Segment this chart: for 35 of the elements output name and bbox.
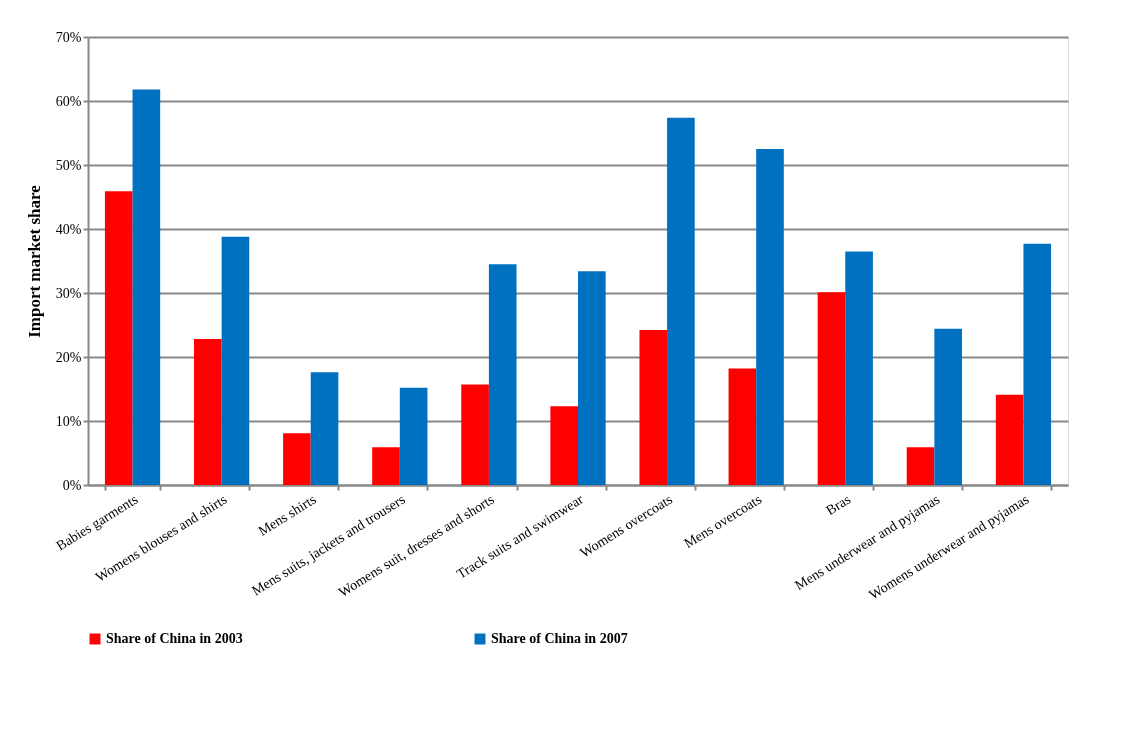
y-tick-label: 0%	[62, 477, 82, 493]
y-tick-label: 30%	[55, 285, 82, 301]
bar	[845, 251, 873, 485]
x-tick-label: Mens shirts	[255, 491, 319, 539]
bar	[756, 149, 784, 485]
bar	[372, 447, 400, 485]
bar	[817, 292, 846, 485]
bar	[194, 339, 222, 485]
y-axis-title: Import market share	[24, 184, 44, 338]
bar	[639, 330, 668, 485]
bar	[995, 394, 1024, 485]
bar	[221, 236, 250, 485]
bar	[283, 433, 311, 485]
bar	[728, 368, 757, 485]
bar	[550, 406, 578, 485]
bar	[399, 387, 428, 485]
y-tick-label: 70%	[55, 29, 82, 45]
y-tick-label: 40%	[55, 221, 82, 237]
bar	[1023, 243, 1052, 485]
y-tick-label: 20%	[55, 349, 82, 365]
y-tick-label: 10%	[55, 413, 82, 429]
bar	[488, 264, 517, 485]
bar	[934, 328, 962, 485]
x-tick-label: Bras	[823, 491, 854, 518]
bar	[667, 117, 695, 485]
bar	[906, 447, 935, 485]
legend-label: Share of China in 2007	[491, 631, 628, 646]
bar	[578, 271, 606, 485]
bar	[310, 372, 339, 485]
bar	[104, 191, 133, 485]
bar	[461, 384, 489, 485]
bar	[132, 89, 161, 485]
y-tick-label: 60%	[55, 93, 82, 109]
legend-label: Share of China in 2003	[106, 631, 243, 646]
y-tick-label: 50%	[55, 157, 82, 173]
